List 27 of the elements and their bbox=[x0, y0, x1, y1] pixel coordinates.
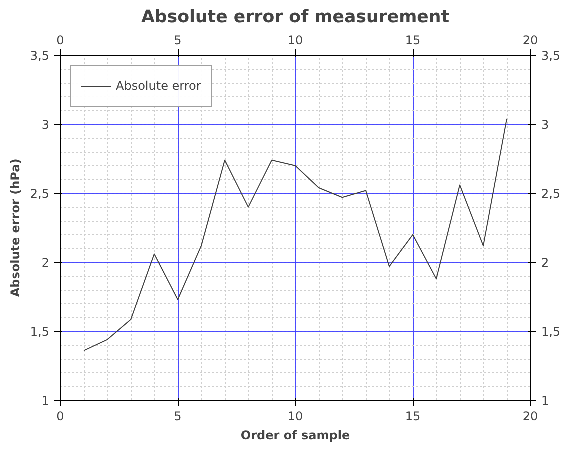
x-tick-label: 5 bbox=[174, 34, 182, 48]
y2-tick-label: 2,5 bbox=[542, 187, 561, 201]
y-tick-label: 2 bbox=[42, 256, 50, 270]
x-tick-label: 0 bbox=[56, 34, 64, 48]
y2-tick-label: 1,5 bbox=[542, 325, 561, 339]
y2-tick-label: 2 bbox=[542, 256, 550, 270]
x2-tick-label: 0 bbox=[56, 410, 64, 424]
y-tick-label: 1,5 bbox=[30, 325, 50, 339]
line-series bbox=[84, 118, 508, 352]
y-tick-label: 2,5 bbox=[30, 187, 50, 201]
y2-tick-label: 3 bbox=[542, 118, 550, 132]
x-tick-label: 15 bbox=[405, 34, 421, 48]
y-tick-label: 1 bbox=[42, 394, 50, 408]
x2-tick-label: 15 bbox=[405, 410, 421, 424]
x-tick-label: 20 bbox=[522, 34, 538, 48]
y-tick-label: 3,5 bbox=[30, 49, 50, 63]
y2-tick-label: 3,5 bbox=[542, 49, 561, 63]
x2-tick-label: 20 bbox=[522, 410, 538, 424]
x2-tick-label: 5 bbox=[174, 410, 182, 424]
x-axis-title: Order of sample bbox=[240, 428, 350, 442]
y-axis-title: Absolute error (hPa) bbox=[8, 158, 22, 298]
chart-title: Absolute error of measurement bbox=[141, 8, 450, 28]
x2-tick-label: 10 bbox=[288, 410, 304, 424]
legend-label: Absolute error bbox=[116, 79, 202, 93]
x-tick-label: 10 bbox=[288, 34, 304, 48]
y-tick-label: 3 bbox=[42, 118, 50, 132]
y2-tick-label: 1 bbox=[542, 394, 550, 408]
